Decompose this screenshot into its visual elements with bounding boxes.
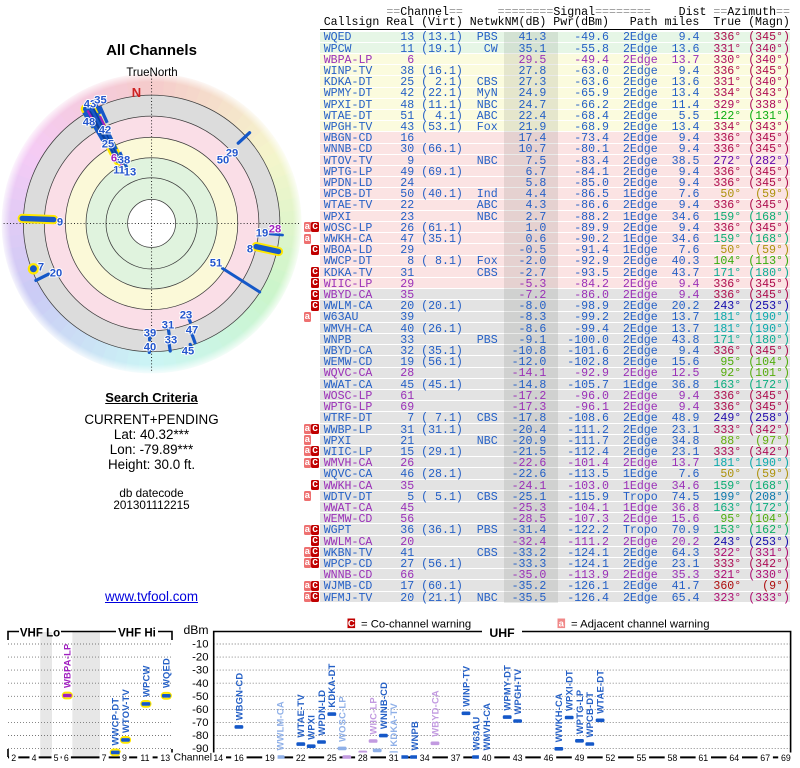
svg-text:-20: -20 [192, 652, 208, 664]
svg-text:28: 28 [358, 753, 368, 763]
svg-text:WTOV-TV: WTOV-TV [120, 689, 131, 733]
svg-text:WNNB-CD: WNNB-CD [378, 682, 389, 729]
svg-text:4: 4 [32, 753, 37, 763]
svg-text:-40: -40 [192, 678, 208, 690]
svg-text:-50: -50 [192, 691, 208, 703]
svg-text:48: 48 [83, 117, 95, 129]
svg-text:13: 13 [160, 753, 170, 763]
svg-text:58: 58 [668, 753, 678, 763]
svg-text:WPCB-DT: WPCB-DT [584, 692, 595, 738]
svg-text:35: 35 [94, 95, 106, 107]
svg-text:WNPB: WNPB [409, 721, 420, 750]
svg-text:WPXI-DT: WPXI-DT [564, 670, 575, 711]
svg-text:20: 20 [50, 268, 62, 280]
svg-text:WTAE-TV: WTAE-TV [295, 694, 306, 738]
svg-text:49: 49 [575, 753, 585, 763]
svg-text:34: 34 [420, 753, 430, 763]
svg-text:WPGH-TV: WPGH-TV [512, 668, 523, 714]
svg-text:16: 16 [234, 753, 244, 763]
svg-text:-10: -10 [192, 639, 208, 651]
svg-text:9: 9 [122, 753, 127, 763]
svg-text:VHF Hi: VHF Hi [118, 628, 156, 640]
svg-text:22: 22 [296, 753, 306, 763]
svg-text:7: 7 [102, 753, 107, 763]
svg-text:dBm: dBm [183, 623, 208, 637]
svg-text:29: 29 [226, 148, 238, 160]
svg-text:WQED: WQED [161, 658, 172, 688]
svg-text:WPCW: WPCW [140, 665, 151, 697]
svg-text:50: 50 [217, 155, 229, 167]
svg-text:C: C [348, 619, 355, 630]
svg-text:WOSC-LP: WOSC-LP [337, 696, 348, 742]
svg-text:39: 39 [144, 328, 156, 340]
svg-text:VHF Lo: VHF Lo [20, 628, 60, 640]
svg-text:-60: -60 [192, 704, 208, 716]
svg-text:KDKA-DT: KDKA-DT [326, 663, 337, 707]
svg-text:64: 64 [729, 753, 739, 763]
svg-text:47: 47 [186, 325, 198, 337]
svg-text:14: 14 [213, 753, 223, 763]
svg-text:9: 9 [57, 217, 63, 229]
svg-text:37: 37 [451, 753, 461, 763]
svg-text:a: a [559, 619, 565, 630]
svg-text:WPTG-LP: WPTG-LP [574, 690, 585, 735]
svg-text:40: 40 [482, 753, 492, 763]
svg-text:WPMY-DT: WPMY-DT [502, 665, 513, 711]
svg-text:WBYD-CA: WBYD-CA [429, 690, 440, 737]
svg-text:WBPA-LP: WBPA-LP [62, 644, 73, 688]
svg-text:-80: -80 [192, 730, 208, 742]
svg-text:11: 11 [140, 753, 149, 763]
svg-text:WINP-TV: WINP-TV [460, 665, 471, 707]
svg-text:5: 5 [54, 753, 59, 763]
svg-text:WWCP-DT: WWCP-DT [110, 698, 121, 746]
svg-text:N: N [132, 85, 141, 100]
svg-text:WWLM-CA: WWLM-CA [275, 701, 286, 750]
svg-text:-90: -90 [192, 743, 208, 755]
svg-text:61: 61 [698, 753, 708, 763]
svg-text:= Co-channel warning: = Co-channel warning [361, 619, 471, 631]
svg-text:7: 7 [38, 262, 44, 274]
svg-text:WPXI: WPXI [306, 715, 317, 740]
svg-text:2: 2 [11, 753, 16, 763]
svg-text:WIIC-LP: WIIC-LP [368, 697, 379, 734]
svg-text:25: 25 [102, 139, 114, 151]
svg-text:31: 31 [162, 320, 174, 332]
svg-text:23: 23 [180, 310, 192, 322]
svg-text:46: 46 [544, 753, 554, 763]
svg-text:13: 13 [124, 167, 136, 179]
svg-text:-70: -70 [192, 717, 208, 729]
svg-text:Channel: Channel [174, 753, 212, 764]
svg-text:52: 52 [606, 753, 616, 763]
svg-text:6: 6 [64, 753, 69, 763]
svg-text:43: 43 [84, 99, 96, 111]
svg-text:19: 19 [256, 228, 268, 240]
svg-text:43: 43 [513, 753, 523, 763]
svg-text:51: 51 [210, 258, 222, 270]
svg-text:69: 69 [781, 753, 791, 763]
svg-text:55: 55 [637, 753, 647, 763]
svg-text:45: 45 [182, 346, 194, 358]
svg-text:WPDN-LD: WPDN-LD [316, 690, 327, 736]
svg-text:= Adjacent channel warning: = Adjacent channel warning [571, 619, 710, 631]
svg-text:KDKA-TV: KDKA-TV [388, 702, 399, 746]
svg-text:31: 31 [389, 753, 399, 763]
svg-text:WTAE-DT: WTAE-DT [595, 670, 606, 714]
svg-text:WWKH-CA: WWKH-CA [553, 693, 564, 742]
svg-text:-30: -30 [192, 665, 208, 677]
svg-text:40: 40 [144, 342, 156, 354]
svg-text:33: 33 [165, 335, 177, 347]
svg-text:WMVH-CA: WMVH-CA [481, 703, 492, 751]
svg-text:28: 28 [269, 224, 281, 236]
svg-text:25: 25 [327, 753, 337, 763]
svg-text:WBGN-CD: WBGN-CD [233, 673, 244, 721]
svg-text:UHF: UHF [489, 626, 515, 640]
svg-text:67: 67 [760, 753, 770, 763]
svg-text:W63AU: W63AU [471, 717, 482, 751]
svg-text:38: 38 [118, 155, 130, 167]
svg-text:11: 11 [113, 165, 125, 177]
svg-text:6: 6 [111, 153, 117, 165]
svg-text:42: 42 [99, 125, 111, 137]
svg-text:8: 8 [247, 244, 253, 256]
svg-text:19: 19 [265, 753, 275, 763]
